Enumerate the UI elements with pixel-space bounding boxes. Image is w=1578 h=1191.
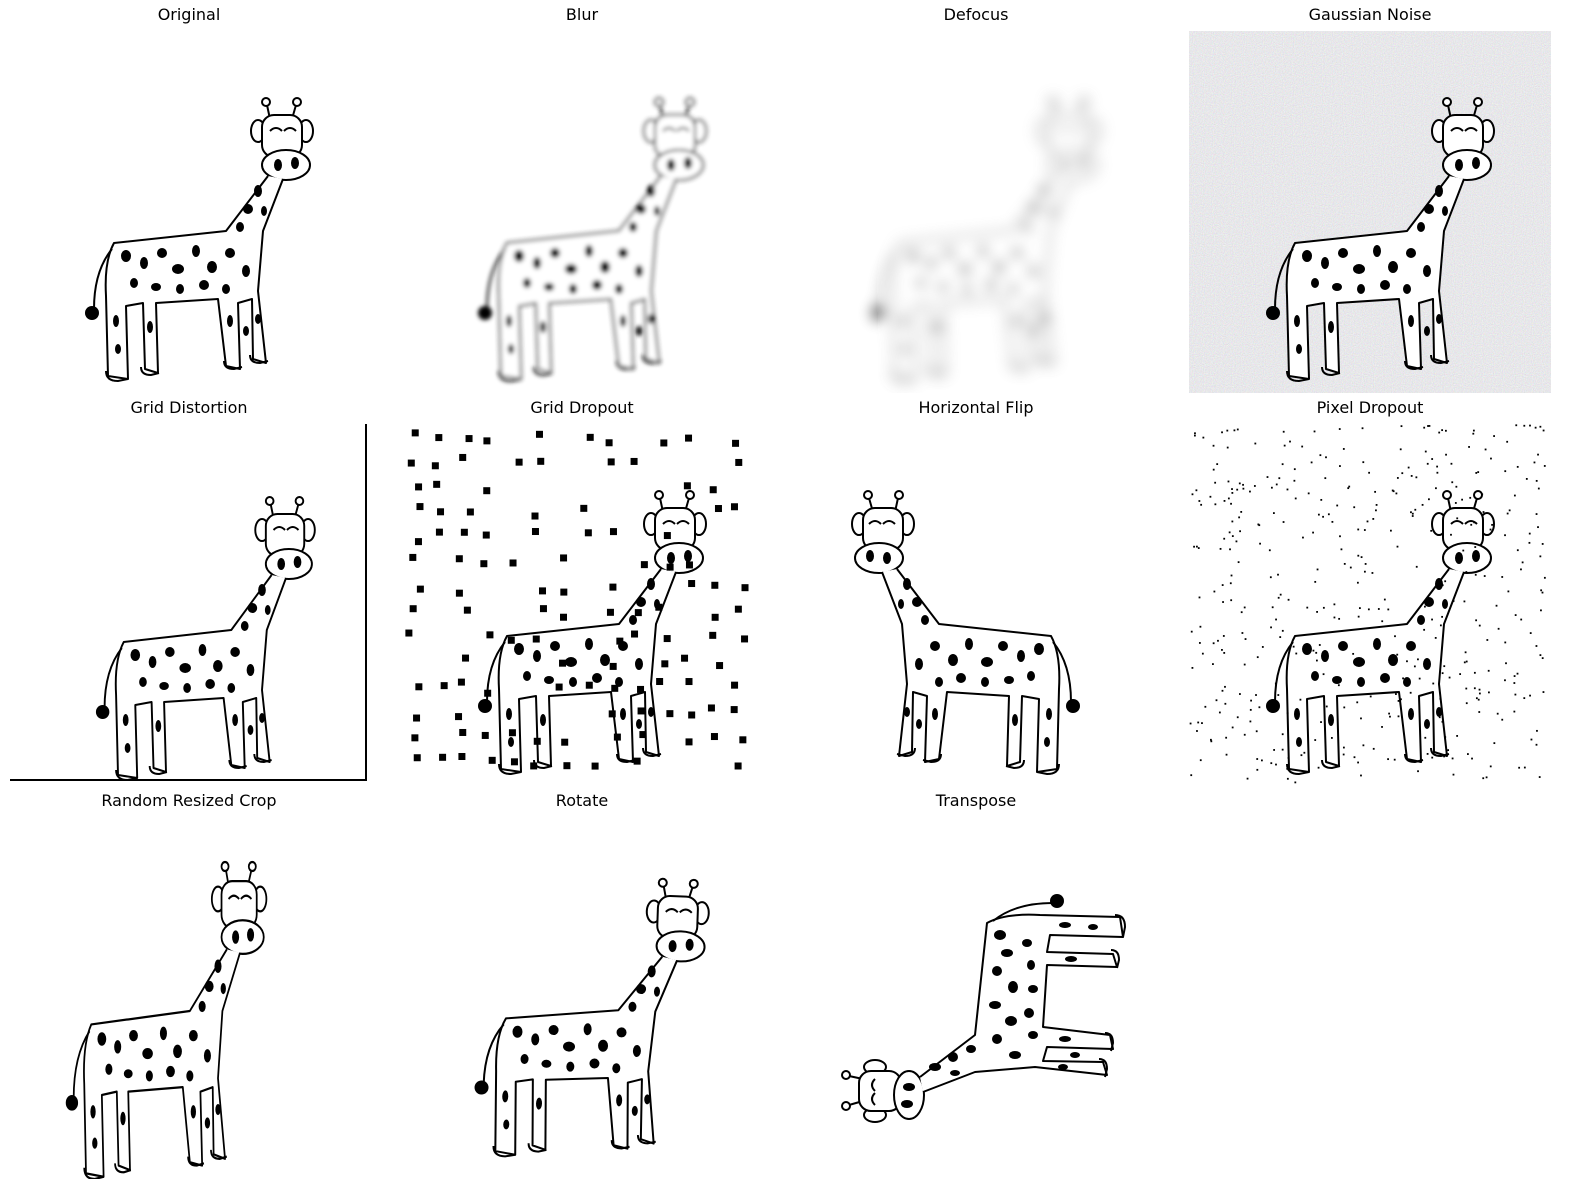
panel-title: Blur: [565, 5, 599, 24]
giraffe-image-defocus: [795, 31, 1157, 393]
giraffe-image-grid-dropout: [401, 424, 763, 786]
giraffe-image-grid-distortion: [8, 424, 370, 786]
giraffe-image-original: [8, 31, 370, 393]
giraffe-image-transpose: [795, 817, 1157, 1179]
panel-title: Grid Distortion: [130, 398, 248, 417]
panel-title: Gaussian Noise: [1308, 5, 1432, 24]
dropout-squares: [405, 429, 749, 770]
giraffe-image-rotate: [401, 817, 763, 1179]
panel-title: Original: [157, 5, 221, 24]
panel-title: Transpose: [935, 791, 1017, 810]
giraffe-image-random-resized-crop: [8, 817, 370, 1179]
giraffe-image-gaussian-noise: [1189, 31, 1551, 393]
panel-title: Rotate: [555, 791, 609, 810]
giraffe-image-horizontal-flip: [795, 424, 1157, 786]
panel-title: Pixel Dropout: [1316, 398, 1424, 417]
panel-title: Grid Dropout: [530, 398, 634, 417]
giraffe-image-pixel-dropout: [1189, 424, 1551, 786]
panel-title: Horizontal Flip: [918, 398, 1034, 417]
panel-title: Random Resized Crop: [101, 791, 277, 810]
panel-title: Defocus: [943, 5, 1009, 24]
giraffe-image-blur: [401, 31, 763, 393]
dropout-pixels: [1189, 424, 1546, 784]
